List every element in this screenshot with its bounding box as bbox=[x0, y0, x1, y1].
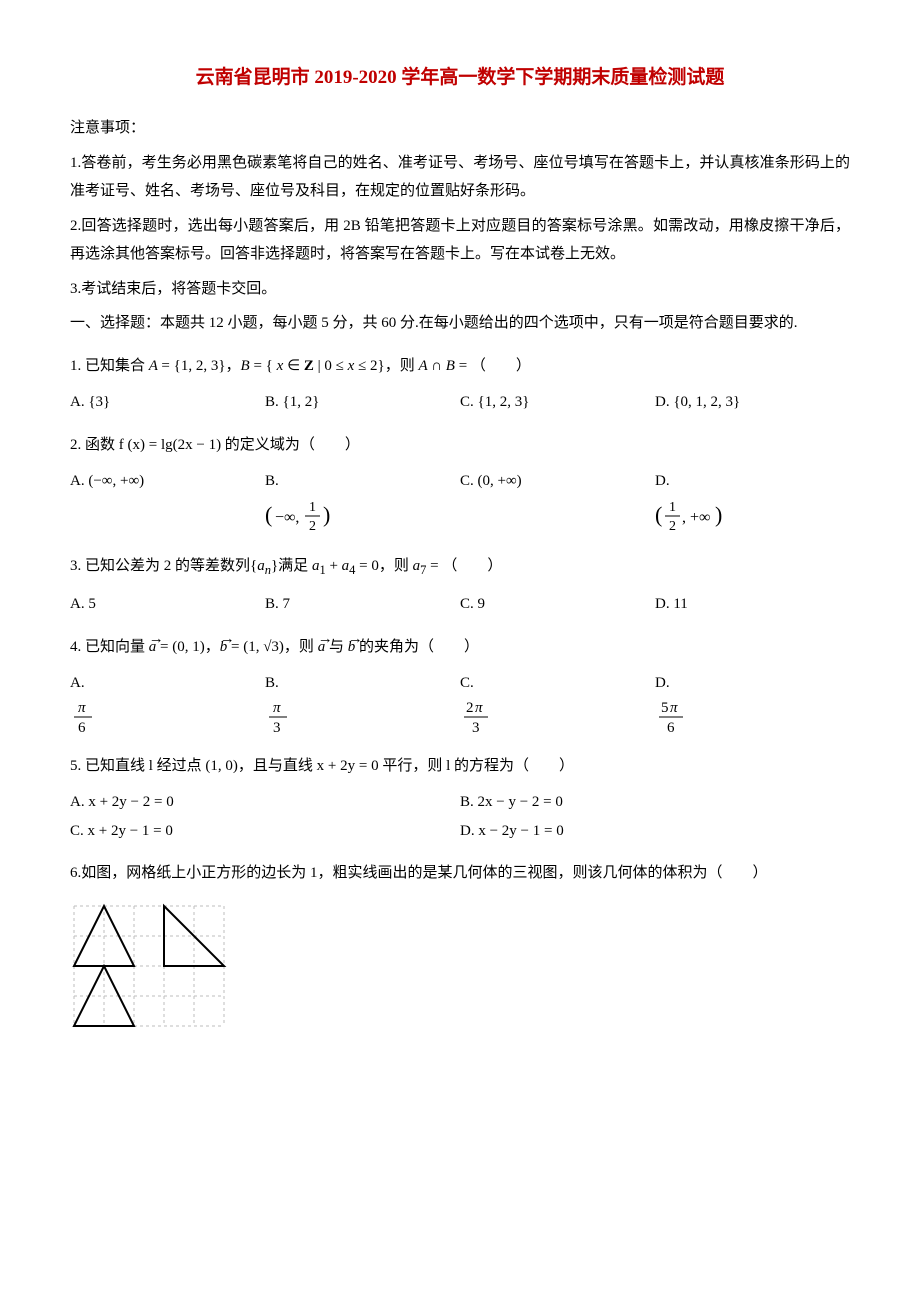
q1-setB: B = { x ∈ Z | 0 ≤ x ≤ 2} bbox=[241, 358, 385, 374]
svg-text:π: π bbox=[78, 700, 86, 716]
svg-text:2: 2 bbox=[466, 700, 474, 716]
three-view-figure bbox=[70, 902, 850, 1030]
q3-a7: a7 = bbox=[413, 558, 439, 574]
q3-option-D: D. 11 bbox=[655, 590, 850, 619]
q1-mid: ，则 bbox=[385, 358, 419, 374]
q2-B-frac: ( −∞, 1 2 ) bbox=[265, 496, 335, 538]
q4-b: b→ = (1, √3) bbox=[220, 639, 284, 655]
svg-text:, +∞: , +∞ bbox=[682, 509, 710, 526]
q2-option-A: A. (−∞, +∞) bbox=[70, 467, 265, 538]
notice-2: 2.回答选择题时，选出每小题答案后，用 2B 铅笔把答题卡上对应题目的答案标号涂… bbox=[70, 212, 850, 269]
svg-text:2: 2 bbox=[309, 519, 316, 534]
q1-AcapB: A ∩ B = bbox=[419, 358, 468, 374]
q2-stem: 2. 函数 f (x) = lg(2x − 1) 的定义域为（ ） bbox=[70, 437, 360, 453]
question-6: 6.如图，网格纸上小正方形的边长为 1，粗实线画出的是某几何体的三视图，则该几何… bbox=[70, 859, 850, 888]
svg-text:5: 5 bbox=[661, 700, 669, 716]
q1-option-A: A. {3} bbox=[70, 388, 265, 417]
question-5: 5. 已知直线 l 经过点 (1, 0)，且与直线 x + 2y = 0 平行，… bbox=[70, 752, 850, 781]
q3-option-C: C. 9 bbox=[460, 590, 655, 619]
svg-text:2: 2 bbox=[669, 519, 676, 534]
q3-options: A. 5 B. 7 C. 9 D. 11 bbox=[70, 590, 850, 619]
page-title: 云南省昆明市 2019-2020 学年高一数学下学期期末质量检测试题 bbox=[70, 60, 850, 96]
svg-text:1: 1 bbox=[309, 500, 316, 515]
svg-text:π: π bbox=[273, 700, 281, 716]
q3-option-B: B. 7 bbox=[265, 590, 460, 619]
q3-mid: 满足 bbox=[278, 558, 312, 574]
svg-text:−∞,: −∞, bbox=[275, 509, 299, 526]
question-4: 4. 已知向量 a→ = (0, 1)，b→ = (1, √3)，则 a→ 与 … bbox=[70, 633, 850, 662]
q1-options: A. {3} B. {1, 2} C. {1, 2, 3} D. {0, 1, … bbox=[70, 388, 850, 417]
section-intro: 一、选择题：本题共 12 小题，每小题 5 分，共 60 分.在每小题给出的四个… bbox=[70, 309, 850, 338]
svg-text:π: π bbox=[670, 700, 678, 716]
svg-text:6: 6 bbox=[78, 720, 86, 736]
q5-option-B: B. 2x − y − 2 = 0 bbox=[460, 788, 850, 817]
q4-a: a→ = (0, 1) bbox=[149, 639, 205, 655]
q3-option-A: A. 5 bbox=[70, 590, 265, 619]
question-2: 2. 函数 f (x) = lg(2x − 1) 的定义域为（ ） bbox=[70, 431, 850, 460]
q5-option-D: D. x − 2y − 1 = 0 bbox=[460, 817, 850, 846]
q1-suffix: （ ） bbox=[471, 358, 531, 374]
q1-option-C: C. {1, 2, 3} bbox=[460, 388, 655, 417]
q2-D-frac: ( 1 2 , +∞ ) bbox=[655, 496, 725, 538]
q4-option-D: D. 5π6 bbox=[655, 669, 850, 738]
svg-text:(: ( bbox=[265, 502, 272, 527]
notice-1: 1.答卷前，考生务必用黑色碳素笔将自己的姓名、准考证号、考场号、座位号填写在答题… bbox=[70, 149, 850, 206]
q4-options: A. π6 B. π3 C. 2π3 D. 5π6 bbox=[70, 669, 850, 738]
q4-mid: ，则 bbox=[284, 639, 318, 655]
q1-setA: A = {1, 2, 3} bbox=[149, 358, 226, 374]
q3-eq: a1 + a4 = 0 bbox=[312, 558, 379, 574]
q1-option-B: B. {1, 2} bbox=[265, 388, 460, 417]
q4-suffix: 的夹角为（ ） bbox=[355, 639, 479, 655]
q1-option-D: D. {0, 1, 2, 3} bbox=[655, 388, 850, 417]
q5-option-A: A. x + 2y − 2 = 0 bbox=[70, 788, 460, 817]
q4-b2: b→ bbox=[348, 639, 356, 655]
q2-option-C: C. (0, +∞) bbox=[460, 467, 655, 538]
svg-text:π: π bbox=[475, 700, 483, 716]
svg-text:3: 3 bbox=[472, 720, 480, 736]
q5-stem: 5. 已知直线 l 经过点 (1, 0)，且与直线 x + 2y = 0 平行，… bbox=[70, 758, 574, 774]
q2-option-B: B. ( −∞, 1 2 ) bbox=[265, 467, 460, 538]
three-view-svg bbox=[70, 902, 228, 1030]
q4-prefix: 4. 已知向量 bbox=[70, 639, 149, 655]
svg-text:): ) bbox=[323, 502, 330, 527]
notice-3: 3.考试结束后，将答题卡交回。 bbox=[70, 275, 850, 304]
q3-an: {an} bbox=[250, 558, 278, 574]
svg-text:1: 1 bbox=[669, 500, 676, 515]
q4-ab: a→ bbox=[318, 639, 326, 655]
q5-options: A. x + 2y − 2 = 0 B. 2x − y − 2 = 0 C. x… bbox=[70, 788, 850, 845]
q3-end: （ ） bbox=[442, 558, 502, 574]
svg-text:): ) bbox=[715, 502, 722, 527]
svg-text:3: 3 bbox=[273, 720, 281, 736]
q4-option-C: C. 2π3 bbox=[460, 669, 655, 738]
svg-text:6: 6 bbox=[667, 720, 675, 736]
question-3: 3. 已知公差为 2 的等差数列{an}满足 a1 + a4 = 0，则 a7 … bbox=[70, 552, 850, 583]
q4-option-A: A. π6 bbox=[70, 669, 265, 738]
notice-header: 注意事项： bbox=[70, 114, 850, 143]
q1-prefix: 1. 已知集合 bbox=[70, 358, 149, 374]
question-1: 1. 已知集合 A = {1, 2, 3}，B = { x ∈ Z | 0 ≤ … bbox=[70, 352, 850, 381]
q3-prefix: 3. 已知公差为 2 的等差数列 bbox=[70, 558, 250, 574]
q3-suffix: ，则 bbox=[379, 558, 413, 574]
svg-text:(: ( bbox=[655, 502, 662, 527]
q2-option-D: D. ( 1 2 , +∞ ) bbox=[655, 467, 850, 538]
q4-option-B: B. π3 bbox=[265, 669, 460, 738]
q2-options: A. (−∞, +∞) B. ( −∞, 1 2 ) C. (0, +∞) D.… bbox=[70, 467, 850, 538]
q5-option-C: C. x + 2y − 1 = 0 bbox=[70, 817, 460, 846]
